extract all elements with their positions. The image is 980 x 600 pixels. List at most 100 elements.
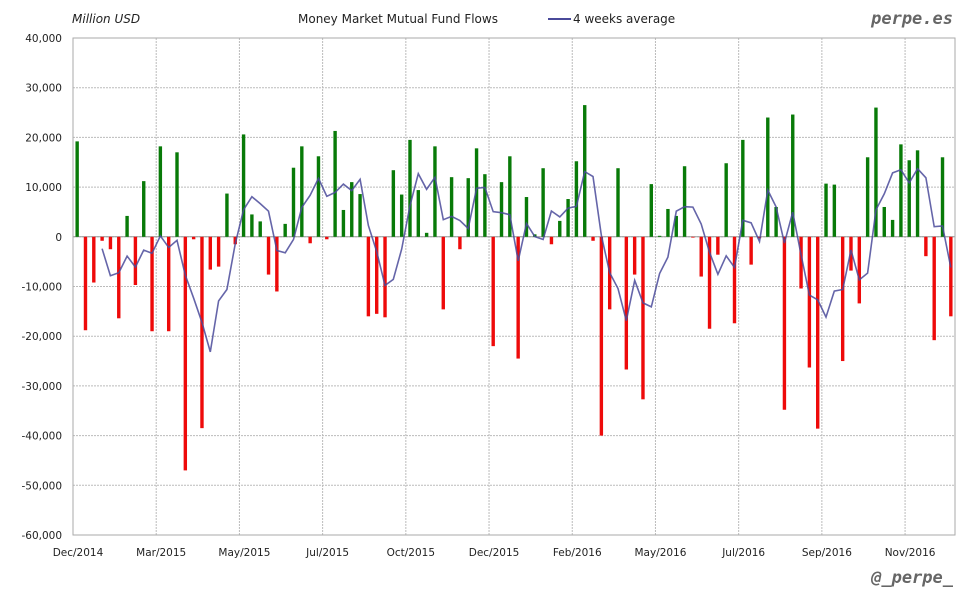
bar [857,236,862,304]
bar [591,236,595,241]
x-tick-label: Sep/2016 [802,547,852,559]
moving-average-line [101,167,952,353]
bar [158,146,163,237]
y-tick-label: -60,000 [21,530,62,542]
bar [449,177,454,237]
bar [641,236,645,400]
bar [624,236,629,370]
bar [566,199,570,237]
x-tick-label: Feb/2016 [553,547,602,559]
bar [416,190,421,237]
plot-border [72,37,956,536]
bar [258,221,262,237]
bar [466,178,470,237]
bar [408,139,412,237]
bar [125,215,129,237]
chart-title: Money Market Mutual Fund Flows [298,12,498,26]
y-tick-label: -30,000 [21,381,62,393]
x-tick-label: Nov/2016 [885,547,936,559]
bar [949,236,953,317]
bar [907,160,911,237]
unit-label: Million USD [72,12,140,26]
bar [366,236,371,317]
bar [474,148,479,237]
bar [341,209,346,237]
bar [932,236,936,341]
bar [924,236,928,257]
y-tick-label: 30,000 [25,83,62,95]
bar [691,236,695,238]
bar [316,156,321,237]
bar [424,232,429,237]
bar [399,194,404,237]
bar [241,134,246,237]
y-tick-label: -20,000 [21,331,62,343]
bar [499,182,504,237]
bar [142,181,146,237]
bar [599,236,604,436]
bar [716,236,720,255]
bar [300,146,304,237]
y-tick-label: 10,000 [25,182,62,194]
bar [816,236,820,429]
x-tick-label: Dec/2014 [53,547,104,559]
y-tick-label: 40,000 [25,33,62,45]
author-handle: @_perpe_ [870,568,954,588]
y-tick-label: 0 [55,232,62,244]
bar [391,170,396,237]
bar [216,236,221,267]
bar [458,236,462,250]
bar [732,236,737,324]
bar [308,236,312,244]
bar [483,174,487,237]
bar [724,163,728,237]
bar [865,157,870,237]
bar [150,236,154,332]
bar [707,236,712,329]
bar [524,197,529,237]
x-axis: Dec/2014 Mar/2015 May/2015 Jul/2015 Oct/2015… [53,547,936,559]
bar [283,223,287,237]
bar [83,236,88,331]
bar [840,236,845,362]
bar [632,236,637,275]
bar [824,183,828,237]
bar [275,236,279,292]
bar [674,215,678,237]
bar [649,184,653,237]
bar [541,168,545,237]
grid [72,37,955,536]
legend-label: 4 weeks average [573,12,675,26]
bar [191,236,196,240]
bar [133,236,138,286]
bar [574,161,579,237]
bar [491,236,495,347]
x-tick-label: Mar/2015 [136,547,186,559]
bar [166,236,171,332]
bar [699,236,703,277]
x-tick-label: Jul/2016 [721,547,765,559]
y-tick-label: -50,000 [21,480,62,492]
bar [791,114,795,237]
bar [225,193,229,237]
x-tick-label: Dec/2015 [469,547,520,559]
bar [799,236,803,289]
x-tick-label: Jul/2015 [305,547,349,559]
bar [558,220,562,237]
bar [882,206,886,237]
y-tick-label: -10,000 [21,282,62,294]
bar [433,146,437,237]
bar [774,206,778,237]
bar [358,194,362,237]
bar [666,208,670,237]
bar [874,107,878,237]
bar [682,166,687,237]
bar [549,236,554,245]
bar [657,235,662,237]
bar [940,157,945,237]
bar [807,236,812,368]
bar [741,139,745,237]
x-tick-label: May/2015 [218,547,270,559]
bar [516,236,520,359]
